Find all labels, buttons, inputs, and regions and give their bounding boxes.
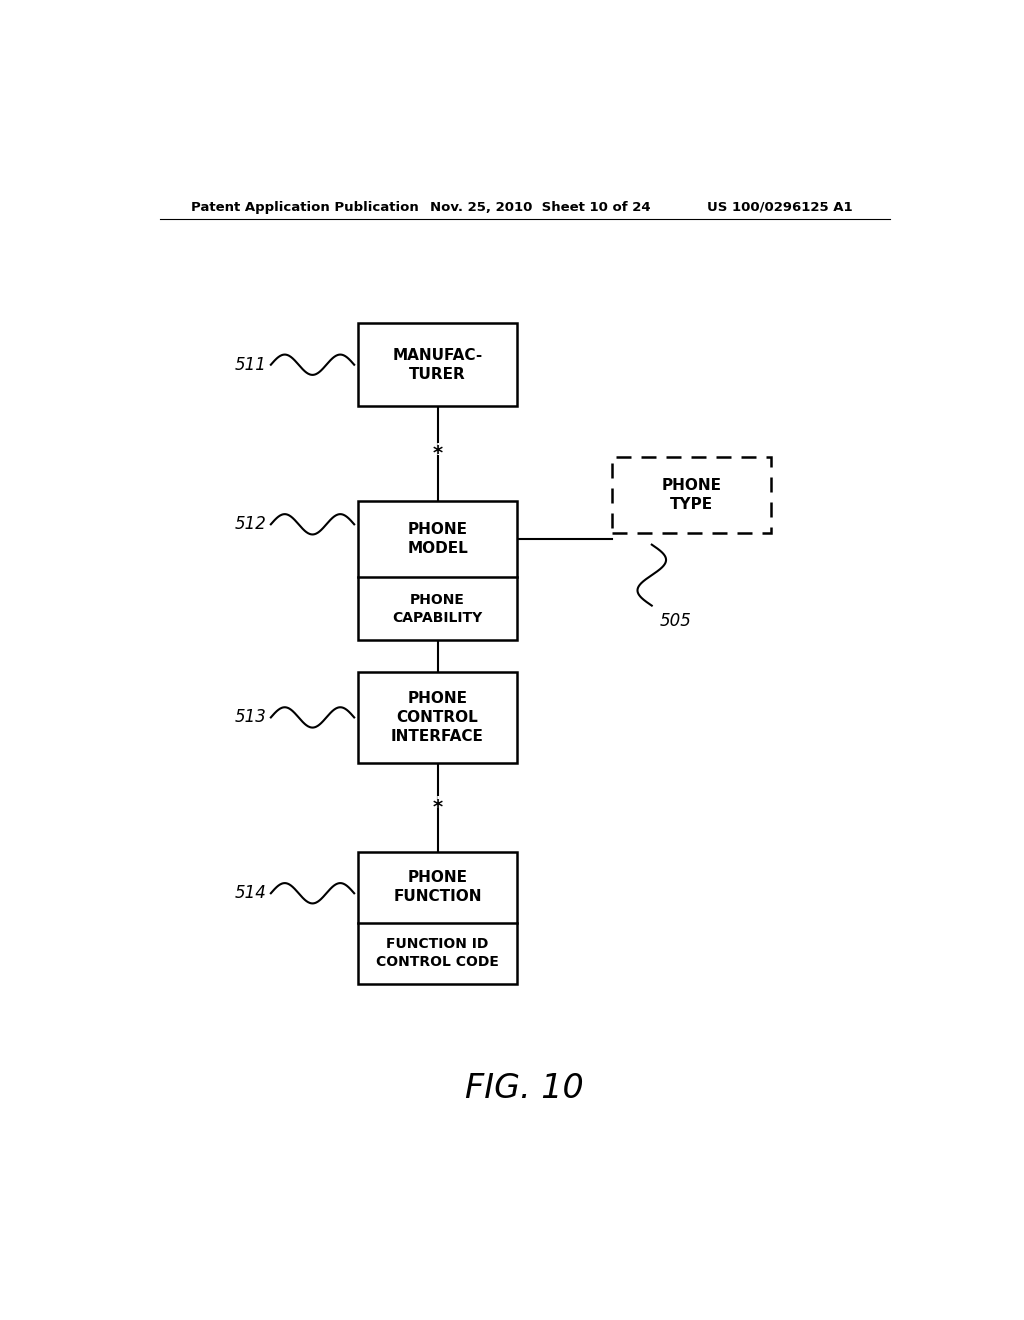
Text: *: *	[431, 796, 443, 820]
Text: 505: 505	[659, 612, 691, 630]
Text: FIG. 10: FIG. 10	[466, 1072, 584, 1105]
Bar	[358, 323, 517, 407]
Text: *: *	[431, 442, 443, 466]
Text: 512: 512	[234, 515, 267, 533]
Text: PHONE
CONTROL
INTERFACE: PHONE CONTROL INTERFACE	[391, 690, 484, 744]
Text: *: *	[432, 797, 442, 817]
Text: US 100/0296125 A1: US 100/0296125 A1	[708, 201, 853, 214]
Text: PHONE
TYPE: PHONE TYPE	[662, 478, 722, 512]
Text: PHONE
MODEL: PHONE MODEL	[408, 521, 468, 556]
Text: PHONE
FUNCTION: PHONE FUNCTION	[393, 870, 481, 904]
Text: MANUFAC-
TURER: MANUFAC- TURER	[392, 347, 482, 381]
Text: Nov. 25, 2010  Sheet 10 of 24: Nov. 25, 2010 Sheet 10 of 24	[430, 201, 650, 214]
Text: 513: 513	[234, 709, 267, 726]
Text: 511: 511	[234, 355, 267, 374]
Bar	[612, 457, 771, 533]
Text: *: *	[432, 444, 442, 463]
Text: 514: 514	[234, 884, 267, 903]
Bar	[358, 672, 517, 763]
Bar	[358, 851, 517, 983]
Text: PHONE
CAPABILITY: PHONE CAPABILITY	[392, 593, 482, 624]
Bar	[358, 500, 517, 640]
Text: Patent Application Publication: Patent Application Publication	[191, 201, 419, 214]
Text: FUNCTION ID
CONTROL CODE: FUNCTION ID CONTROL CODE	[376, 937, 499, 969]
